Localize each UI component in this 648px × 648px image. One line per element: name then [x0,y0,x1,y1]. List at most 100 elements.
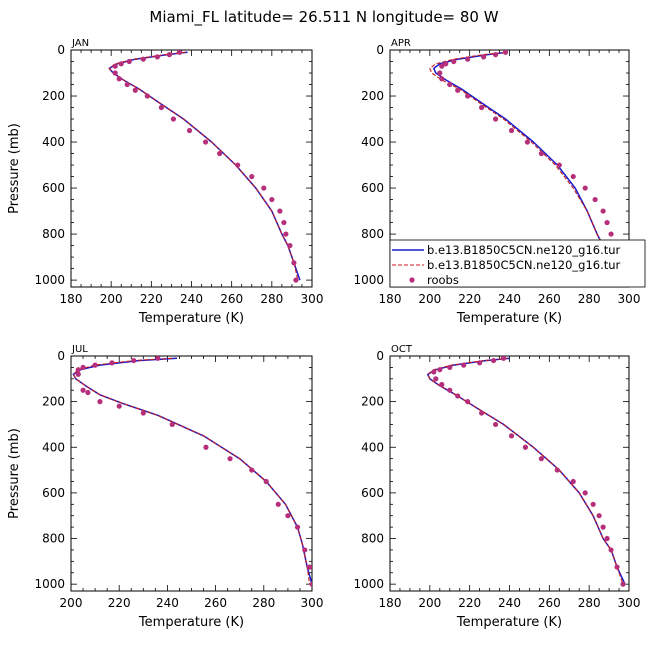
roobs-point [538,150,544,157]
roobs-point [249,467,255,473]
plot-frame [70,49,313,288]
roobs-point [439,76,445,82]
roobs-point [140,56,146,62]
y-axis-label: Pressure (mb) [7,123,22,214]
plot-frame [70,355,313,592]
roobs-point [479,104,485,111]
roobs-point [294,524,301,530]
x-tick-label: 220 [108,596,131,610]
y-tick-label: 400 [42,135,65,149]
x-axis-label: Temperature (K) [456,311,562,326]
roobs-point [281,219,287,226]
series-line-solid [72,357,312,585]
y-tick-label: 800 [42,532,65,546]
roobs-point [604,219,610,226]
roobs-point [479,410,485,416]
y-tick-label: 200 [361,89,384,103]
roobs-point [126,58,132,65]
roobs-point [614,564,620,570]
series-line-dashed [427,357,624,585]
roobs-point [447,387,453,393]
roobs-point [302,547,308,553]
x-tick-label: 200 [60,596,83,610]
roobs-point [132,87,138,93]
x-tick-label: 180 [60,292,83,306]
roobs-point [596,513,602,519]
roobs-point [554,467,560,473]
roobs-point [500,356,507,361]
roobs-point [85,389,91,396]
y-tick-label: 1000 [353,273,384,287]
roobs-point [490,357,497,364]
roobs-point [109,360,115,366]
x-tick-label: 200 [100,292,123,306]
y-tick-label: 600 [42,181,65,195]
roobs-point [502,50,509,55]
y-tick-label: 0 [57,349,65,363]
roobs-point [116,403,122,409]
roobs-point [309,581,312,587]
roobs-point [455,393,461,399]
series-line-dashed [72,357,311,585]
roobs-point [277,208,283,214]
x-tick-label: 300 [618,292,641,306]
roobs-point [465,93,471,99]
roobs-point [437,367,443,373]
roobs-point [451,58,457,65]
x-tick-label: 280 [260,292,283,306]
roobs-point [118,61,124,67]
x-tick-label: 260 [538,292,561,306]
x-tick-label: 300 [301,596,324,610]
panel-oct: 180 200 220 240 260 280 300 0 200 400 600 800 1000 OC… [353,344,640,630]
plot-data [72,356,312,587]
roobs-point [592,196,598,203]
roobs-point [492,421,499,428]
roobs-point [306,564,312,570]
roobs-point [176,50,183,55]
legend-label: roobs [427,273,459,287]
y-tick-label: 1000 [34,273,65,287]
roobs-point [170,116,177,122]
roobs-point [608,231,614,237]
series-line-solid [108,51,301,281]
panel-jul: 200 220 240 260 280 300 0 200 400 600 800 1000 JUL Te… [7,344,323,630]
plot-data [108,50,301,283]
roobs-point [75,367,81,373]
y-axis-label: Pressure (mb) [7,428,22,519]
legend-marker-roobs [409,277,415,283]
x-axis-label: Temperature (K) [456,615,562,630]
roobs-point [80,364,86,371]
legend: b.e13.B1850C5CN.ne120_g16.turb.e13.B1850… [389,239,646,288]
roobs-point [235,162,241,168]
roobs-point [582,490,588,496]
roobs-point [140,410,146,416]
roobs-point [293,277,299,283]
panel-label: JUL [71,344,88,355]
plot-data [427,356,626,587]
roobs-point [590,501,596,507]
x-tick-label: 240 [180,292,203,306]
roobs-point [455,87,461,93]
roobs-point [439,381,445,388]
x-tick-label: 260 [204,596,227,610]
legend-label: b.e13.B1850C5CN.ne120_g16.tur [427,258,621,272]
panel-label: OCT [391,344,413,355]
y-tick-label: 800 [42,227,65,241]
x-tick-label: 200 [418,596,441,610]
roobs-point [169,421,175,428]
roobs-point [158,104,164,111]
roobs-point [620,581,626,587]
y-tick-label: 0 [376,349,384,363]
y-tick-label: 400 [361,135,384,149]
y-tick-label: 0 [57,43,65,57]
roobs-point [261,185,267,191]
roobs-point [154,54,160,60]
panel-label: APR [391,38,411,49]
roobs-point [75,371,81,377]
y-tick-label: 1000 [353,577,384,591]
x-tick-label: 180 [379,596,402,610]
roobs-point [481,54,487,60]
roobs-point [570,173,576,180]
roobs-point [166,52,173,58]
roobs-point [492,116,499,122]
